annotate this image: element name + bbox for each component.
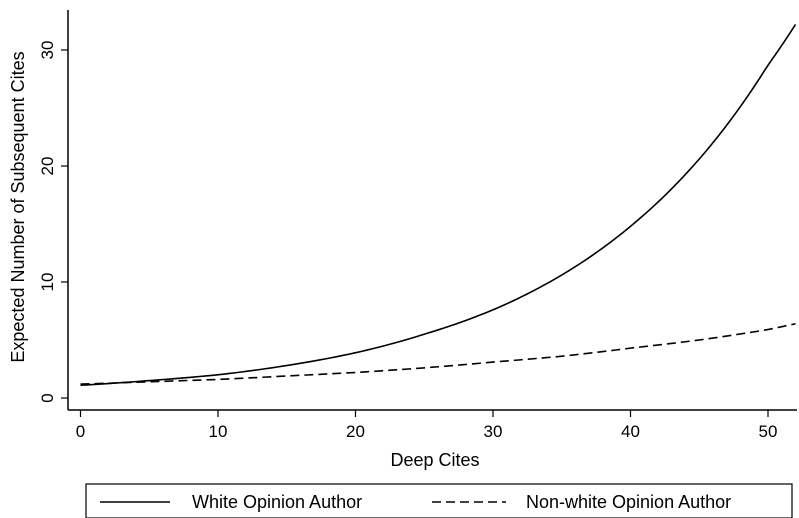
x-tick-label: 30 — [484, 422, 503, 441]
x-ticks: 0 10 20 30 40 50 — [76, 410, 778, 441]
x-tick-label: 50 — [759, 422, 778, 441]
series-line-white-opinion-author — [80, 24, 797, 387]
series-line-nonwhite-opinion-author — [80, 322, 796, 385]
x-tick-label: 0 — [76, 422, 85, 441]
y-tick-label: 30 — [38, 41, 57, 60]
legend-box — [85, 483, 793, 518]
y-axis-title: Expected Number of Subsequent Cites — [8, 51, 28, 362]
x-axis-title: Deep Cites — [390, 450, 479, 470]
x-tick-label: 10 — [209, 422, 228, 441]
legend: White Opinion Author Non-white Opinion A… — [85, 483, 793, 518]
y-ticks: 0 10 20 30 — [38, 41, 68, 403]
y-tick-label: 10 — [38, 273, 57, 292]
y-tick-label: 20 — [38, 157, 57, 176]
legend-label-nonwhite: Non-white Opinion Author — [526, 492, 731, 512]
plot-area: 0 10 20 30 40 50 0 10 20 30 — [38, 10, 797, 441]
legend-label-white: White Opinion Author — [192, 492, 362, 512]
x-tick-label: 20 — [346, 422, 365, 441]
x-tick-label: 40 — [621, 422, 640, 441]
series-layer — [80, 24, 797, 387]
y-tick-label: 0 — [38, 393, 57, 402]
